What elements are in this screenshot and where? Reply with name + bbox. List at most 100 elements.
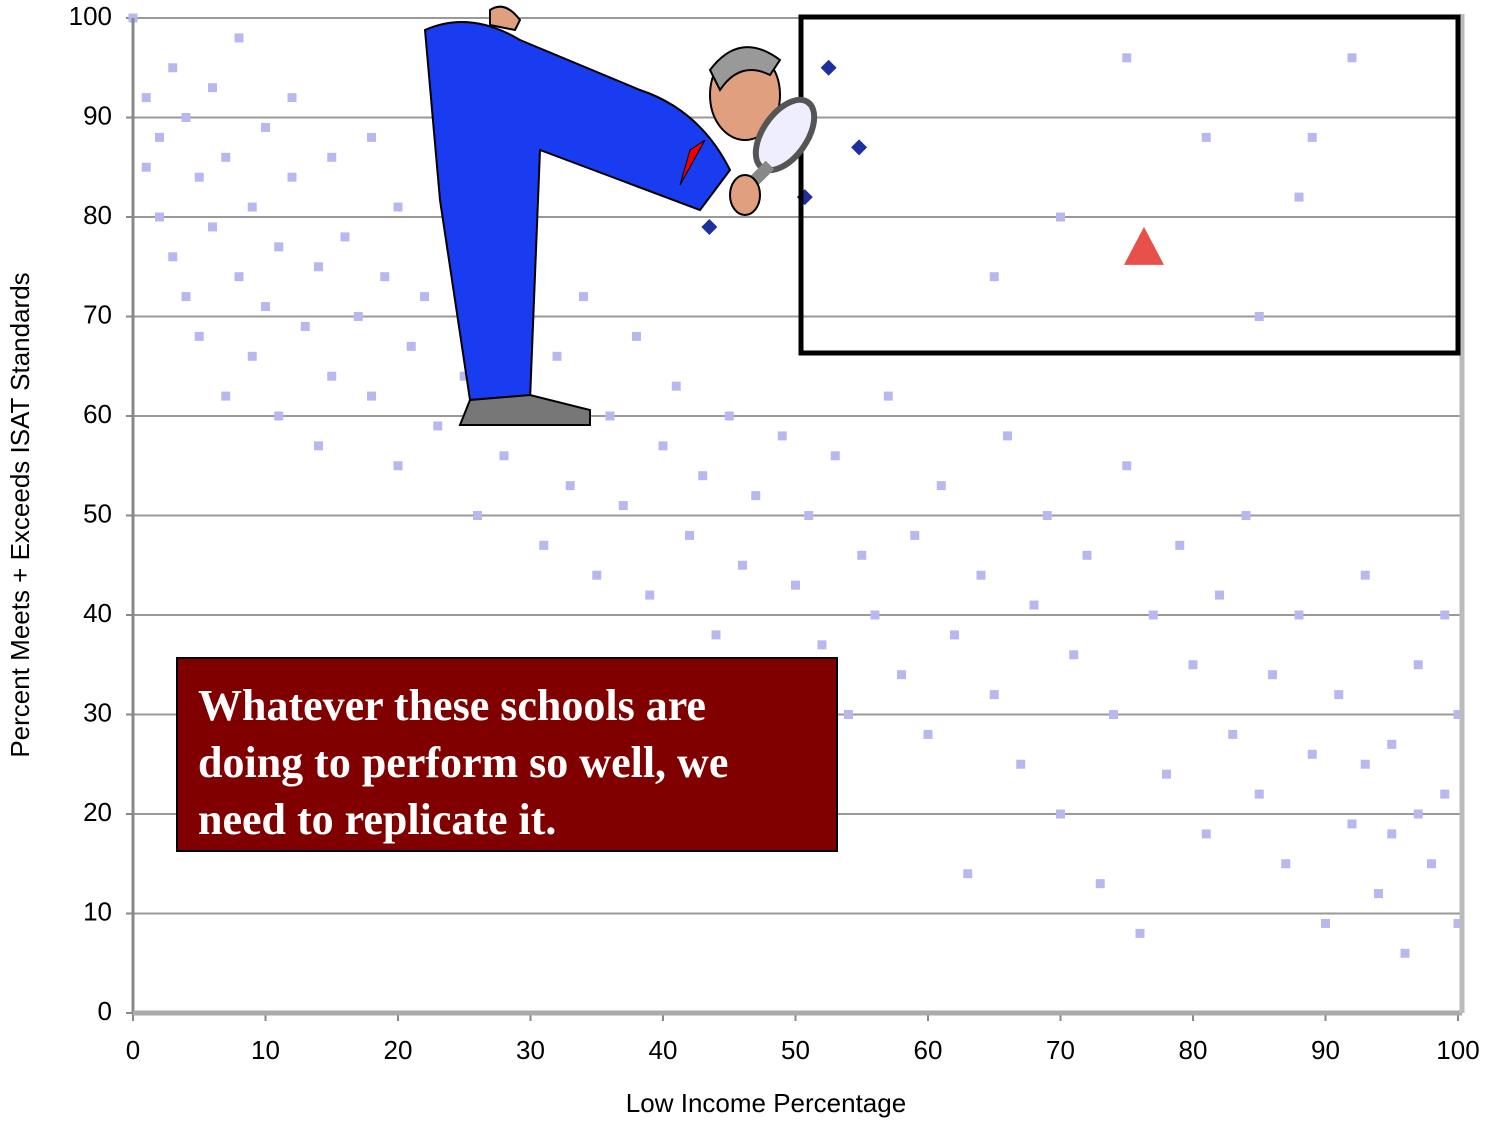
point (327, 152, 337, 162)
point (552, 351, 562, 361)
point (1122, 461, 1132, 471)
point (1387, 829, 1397, 839)
point (1162, 769, 1171, 779)
point (181, 292, 191, 302)
point (1082, 550, 1092, 560)
point (234, 33, 244, 43)
point (1360, 759, 1370, 769)
point (380, 272, 390, 282)
x-tick-label: 90 (1311, 1035, 1340, 1065)
point (910, 530, 920, 540)
point (1175, 540, 1185, 550)
highlight-box (798, 14, 1461, 356)
point (579, 292, 588, 302)
x-tick-label: 60 (914, 1035, 943, 1065)
point (698, 471, 708, 481)
point (539, 540, 549, 550)
point (738, 560, 747, 570)
point (751, 491, 761, 501)
point (155, 212, 164, 222)
point (499, 451, 509, 461)
point (711, 630, 721, 640)
point (300, 321, 310, 331)
point (1069, 650, 1079, 660)
point (1029, 600, 1039, 610)
point (1440, 610, 1450, 620)
point (1307, 749, 1317, 759)
point (141, 93, 151, 103)
point (1109, 710, 1118, 719)
point (287, 93, 297, 103)
point (1042, 511, 1052, 520)
x-axis-title: Low Income Percentage (626, 1088, 906, 1118)
point (1148, 610, 1158, 620)
point (870, 610, 880, 620)
x-tick-label: 100 (1436, 1035, 1479, 1065)
point (1268, 670, 1277, 680)
point (1095, 879, 1105, 889)
point (194, 172, 204, 182)
point (327, 371, 337, 381)
point (274, 411, 284, 421)
point (1254, 312, 1264, 321)
point (1122, 53, 1132, 63)
point (618, 501, 628, 511)
point (340, 232, 350, 242)
x-tick-label: 40 (649, 1035, 678, 1065)
point (1201, 132, 1211, 142)
point (804, 511, 814, 520)
point (1307, 132, 1317, 142)
point (247, 351, 257, 361)
x-tick-label: 70 (1046, 1035, 1075, 1065)
point (459, 371, 469, 381)
point (314, 441, 323, 451)
point (155, 132, 164, 142)
point (274, 242, 284, 252)
point (1135, 928, 1145, 938)
point (208, 83, 217, 93)
point (168, 63, 178, 73)
point (1201, 829, 1211, 839)
y-tick-label: 20 (83, 797, 112, 827)
y-tick-label: 80 (83, 200, 112, 230)
cartoon-man (423, 5, 818, 426)
point (1241, 511, 1251, 520)
y-tick-label: 30 (83, 697, 112, 727)
y-tick-label: 50 (83, 498, 112, 528)
point (1440, 789, 1450, 799)
point (473, 511, 482, 520)
point (168, 252, 178, 262)
point (261, 302, 270, 312)
point (671, 381, 681, 391)
point (685, 530, 694, 540)
point (777, 431, 787, 441)
point (897, 670, 906, 680)
point (181, 113, 191, 122)
point (1453, 710, 1463, 719)
point (1347, 53, 1357, 63)
x-tick-label: 10 (251, 1035, 280, 1065)
point (592, 570, 602, 580)
point (367, 391, 376, 401)
x-tick-label: 30 (516, 1035, 545, 1065)
point (936, 481, 946, 491)
point (1374, 889, 1383, 899)
point (420, 292, 429, 302)
point (1188, 660, 1198, 670)
point (1056, 212, 1065, 222)
point (1228, 729, 1238, 739)
point (1215, 590, 1224, 600)
point (1334, 690, 1344, 700)
point (393, 461, 403, 471)
point (194, 331, 204, 341)
point (314, 262, 323, 272)
y-tick-label: 60 (83, 399, 112, 429)
point (1281, 859, 1291, 869)
point (658, 441, 668, 451)
point (221, 152, 231, 162)
point (950, 630, 959, 640)
point (221, 391, 231, 401)
y-tick-label: 100 (69, 1, 112, 31)
